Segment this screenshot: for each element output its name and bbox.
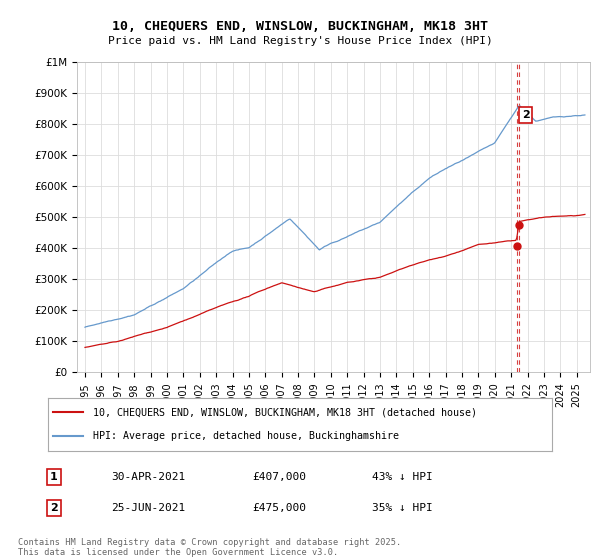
Text: Contains HM Land Registry data © Crown copyright and database right 2025.
This d: Contains HM Land Registry data © Crown c… (18, 538, 401, 557)
Text: 10, CHEQUERS END, WINSLOW, BUCKINGHAM, MK18 3HT: 10, CHEQUERS END, WINSLOW, BUCKINGHAM, M… (112, 20, 488, 32)
Text: 2: 2 (522, 110, 530, 120)
Text: 35% ↓ HPI: 35% ↓ HPI (372, 503, 433, 513)
Text: £475,000: £475,000 (252, 503, 306, 513)
Text: 1: 1 (50, 472, 58, 482)
Text: 43% ↓ HPI: 43% ↓ HPI (372, 472, 433, 482)
Text: 10, CHEQUERS END, WINSLOW, BUCKINGHAM, MK18 3HT (detached house): 10, CHEQUERS END, WINSLOW, BUCKINGHAM, M… (94, 408, 478, 418)
Text: Price paid vs. HM Land Registry's House Price Index (HPI): Price paid vs. HM Land Registry's House … (107, 36, 493, 46)
Text: 25-JUN-2021: 25-JUN-2021 (111, 503, 185, 513)
Text: 2: 2 (50, 503, 58, 513)
Text: £407,000: £407,000 (252, 472, 306, 482)
Text: HPI: Average price, detached house, Buckinghamshire: HPI: Average price, detached house, Buck… (94, 431, 400, 441)
Text: 30-APR-2021: 30-APR-2021 (111, 472, 185, 482)
